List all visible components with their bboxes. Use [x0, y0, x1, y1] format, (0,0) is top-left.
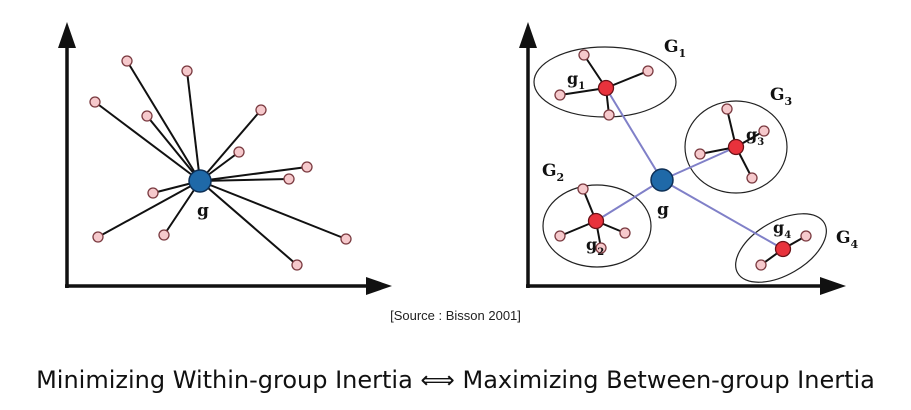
- left-points: [89, 55, 352, 271]
- data-point: [301, 161, 313, 173]
- left-spoke: [186, 70, 201, 182]
- inertia-diagram: g g G1 G2 G3: [58, 22, 859, 295]
- group-2-point: [595, 242, 607, 254]
- left-spoke: [199, 109, 262, 182]
- group-1-point: [603, 109, 615, 121]
- group-3-ellipse: [684, 100, 788, 194]
- between-line-2: [595, 179, 663, 222]
- group-1-label: G1: [664, 37, 686, 60]
- left-spoke: [126, 60, 201, 182]
- between-group-lines: [595, 87, 784, 250]
- left-spoke: [199, 180, 347, 240]
- right-global-centroid: [650, 168, 674, 192]
- between-line-1: [605, 87, 663, 181]
- data-point: [92, 231, 104, 243]
- group-4-label: G4: [836, 228, 859, 251]
- data-point: [141, 110, 153, 122]
- caption-right: Maximizing Between-group Inertia: [462, 366, 875, 394]
- right-x-arrow: [820, 277, 846, 295]
- data-point: [147, 187, 159, 199]
- right-axes: [519, 22, 846, 295]
- data-point: [121, 55, 133, 67]
- source-citation: [Source : Bisson 2001]: [390, 308, 521, 323]
- group-2-centroid: [587, 212, 605, 230]
- group-2-point: [554, 230, 566, 242]
- between-line-3: [661, 146, 737, 181]
- data-point: [158, 229, 170, 241]
- right-panel: g G1 G2 G3 G4 g1 g2 g3 g4: [519, 22, 859, 295]
- group-1-point: [554, 89, 566, 101]
- group-points: [554, 49, 812, 271]
- group-3-point: [746, 172, 758, 184]
- group-2-centroid-label: g2: [586, 235, 604, 258]
- group-4-point: [755, 259, 767, 271]
- group-1-centroid-label: g1: [567, 69, 585, 92]
- data-point: [181, 65, 193, 77]
- left-axes: [58, 22, 392, 295]
- left-spoke: [199, 178, 290, 182]
- left-spoke: [199, 166, 308, 182]
- left-panel: g: [58, 22, 392, 295]
- group-4-centroid-label: g4: [773, 218, 791, 241]
- group-3-point: [694, 148, 706, 160]
- group-3-point: [721, 103, 733, 115]
- data-point: [283, 173, 295, 185]
- group-1-centroid: [597, 79, 615, 97]
- between-line-4: [661, 179, 784, 250]
- caption: Minimizing Within-group Inertia ⟺ Maximi…: [0, 366, 911, 394]
- data-point: [233, 146, 245, 158]
- left-spoke: [146, 115, 201, 182]
- data-point: [340, 233, 352, 245]
- data-point: [255, 104, 267, 116]
- group-2-label: G2: [542, 161, 564, 184]
- group-2-point: [577, 183, 589, 195]
- left-spoke: [97, 180, 201, 238]
- right-centroid-label: g: [657, 200, 669, 220]
- group-2-point: [619, 227, 631, 239]
- left-spoke: [94, 101, 201, 182]
- right-y-arrow: [519, 22, 537, 48]
- left-global-centroid: [188, 169, 212, 193]
- group-4-centroid: [774, 240, 792, 258]
- group-4-point: [800, 230, 812, 242]
- group-2-ellipse: [542, 184, 652, 268]
- group-1-point: [578, 49, 590, 61]
- group-3-point: [758, 125, 770, 137]
- group-1-point: [642, 65, 654, 77]
- group-3-centroid-label: g3: [746, 125, 764, 148]
- caption-left: Minimizing Within-group Inertia: [36, 366, 413, 394]
- data-point: [89, 96, 101, 108]
- group-3-label: G3: [770, 85, 792, 108]
- group-4-ellipse: [735, 213, 827, 283]
- left-y-arrow: [58, 22, 76, 48]
- data-point: [291, 259, 303, 271]
- equivalence-symbol: ⟺: [420, 366, 455, 394]
- left-centroid-label: g: [197, 201, 209, 221]
- left-x-arrow: [366, 277, 392, 295]
- group-3-centroid: [727, 138, 745, 156]
- left-spoke: [199, 180, 298, 266]
